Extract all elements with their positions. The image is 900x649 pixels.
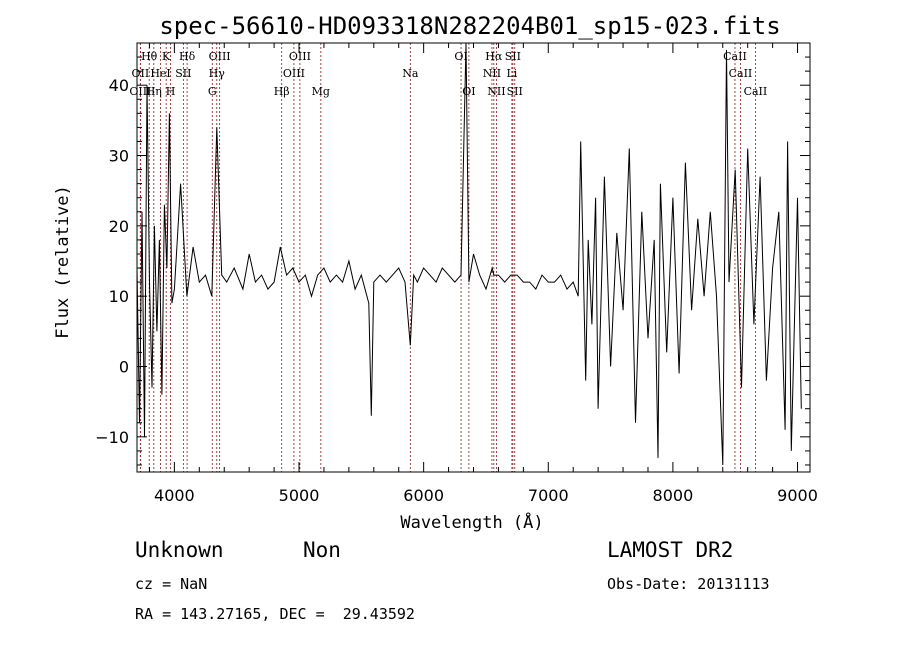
spectral-line-label: CaII — [729, 67, 753, 80]
y-axis-label: Flux (relative) — [53, 185, 73, 339]
y-tick-label: 40 — [109, 76, 129, 95]
y-axis-ticks: −10 0 10 20 30 40 — [95, 56, 810, 466]
spectral-line-label: Hα — [485, 50, 503, 63]
y-tick-label: 30 — [109, 147, 129, 166]
spectral-line-label: H — [166, 85, 176, 98]
plot-frame — [136, 42, 811, 473]
spectral-line-label: OI — [462, 85, 475, 98]
spectral-line-label: NII — [487, 85, 505, 98]
x-tick-label: 5000 — [279, 486, 320, 505]
spectral-line-label: OIII — [289, 50, 311, 63]
spectral-line-label: NII — [483, 67, 501, 80]
spectral-line-label: K — [162, 50, 171, 63]
observation-date: Obs-Date: 20131113 — [607, 575, 770, 593]
spectral-line-label: Hγ — [209, 67, 226, 80]
spectral-line-label: OII — [132, 67, 150, 80]
survey-name: LAMOST DR2 — [607, 538, 734, 562]
spectral-line-markers — [139, 43, 756, 472]
chart-title: spec-56610-HD093318N282204B01_sp15-023.f… — [159, 12, 780, 40]
spectral-line-labels: Hθ OII OIII HeI Hη K SII H Hδ OIII Hγ G OIII OIII Hβ Mg… — [129, 50, 767, 98]
spectral-line-label: SII — [507, 85, 523, 98]
spectral-line-label: Hη — [146, 85, 162, 98]
y-tick-label: 20 — [109, 217, 129, 236]
y-tick-label: 0 — [119, 358, 129, 377]
redshift-cz: cz = NaN — [135, 575, 208, 593]
spectral-line-label: OIII — [283, 67, 305, 80]
y-tick-label: 10 — [109, 287, 129, 306]
spectral-line-label: Mg — [312, 85, 330, 98]
coordinates: RA = 143.27165, DEC = 29.43592 — [135, 605, 415, 623]
spectral-line-label: G — [208, 85, 217, 98]
x-tick-label: 7000 — [528, 486, 569, 505]
x-axis-label: Wavelength (Å) — [400, 511, 543, 533]
spectral-line-label: HeI — [150, 67, 170, 80]
y-tick-label: −10 — [95, 428, 129, 447]
x-tick-label: 9000 — [777, 486, 818, 505]
spectral-line-label: SII — [505, 50, 521, 63]
spectral-line-label: Hβ — [274, 85, 290, 98]
x-tick-label: 4000 — [154, 486, 195, 505]
spectral-line-label: SII — [175, 67, 191, 80]
spectral-line-label: CaII — [723, 50, 747, 63]
spectral-line-label: OIII — [129, 85, 151, 98]
spectral-line-label: OI — [454, 50, 467, 63]
object-class: Unknown — [135, 538, 224, 562]
x-tick-label: 8000 — [653, 486, 694, 505]
x-tick-label: 6000 — [403, 486, 444, 505]
object-subclass: Non — [303, 538, 341, 562]
spectral-line-label: Hθ — [141, 50, 158, 63]
spectrum-series-line — [136, 42, 802, 466]
spectral-line-label: Hδ — [179, 50, 196, 63]
spectral-line-label: Na — [402, 67, 419, 80]
spectral-line-label: CaII — [744, 85, 768, 98]
spectral-line-label: Li — [506, 67, 517, 80]
x-axis-ticks: 4000 5000 6000 7000 8000 9000 — [148, 43, 818, 505]
spectral-line-label: OIII — [209, 50, 231, 63]
